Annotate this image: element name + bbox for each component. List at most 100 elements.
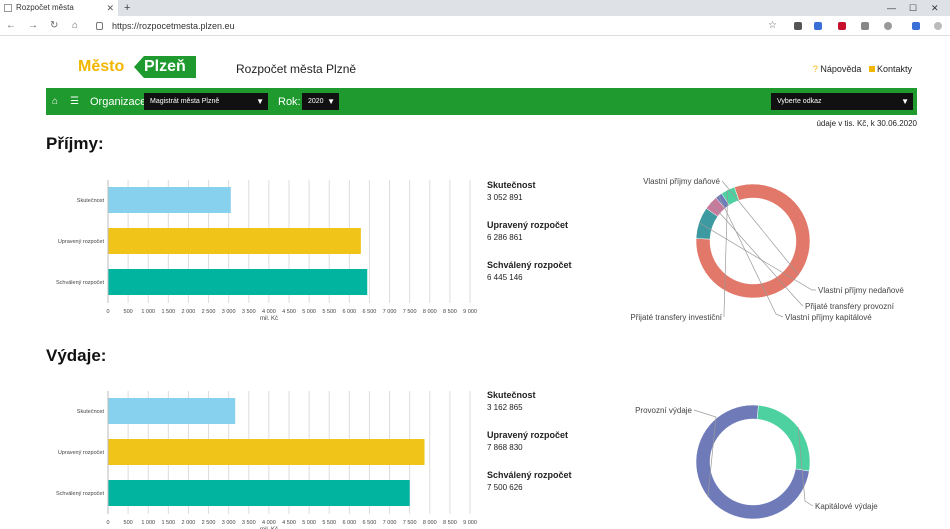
x-tick-label: 4 500 xyxy=(282,309,296,315)
x-tick-label: 4 000 xyxy=(262,520,276,526)
x-tick-label: 5 500 xyxy=(322,309,336,315)
extension-icon[interactable] xyxy=(794,22,802,30)
new-tab-button[interactable]: + xyxy=(124,2,131,14)
minimize-icon[interactable]: — xyxy=(887,3,896,13)
extension-icon[interactable] xyxy=(884,22,892,30)
income-donut-chart: Vlastní příjmy daňové Vlastní příjmy neda… xyxy=(630,177,904,322)
y-category-label: Upravený rozpočet xyxy=(58,450,105,456)
url-input[interactable]: https://rozpocetmesta.plzen.eu xyxy=(92,19,782,33)
logo-text-plzen: Plzeň xyxy=(134,56,196,78)
browser-tabbar: Rozpočet města ✕ + — ☐ ✕ xyxy=(0,0,950,16)
units-note: údaje v tis. Kč, k 30.06.2020 xyxy=(816,119,917,128)
donut-leader-line xyxy=(693,409,717,497)
y-category-label: Upravený rozpočet xyxy=(58,239,105,245)
x-tick-label: 2 000 xyxy=(182,520,196,526)
donut-slice xyxy=(721,186,740,206)
favicon-icon xyxy=(4,4,12,12)
x-tick-label: 9 000 xyxy=(463,520,477,526)
filter-toolbar: ⌂ ☰ Organizace: Magistrát města Plzně ▼ … xyxy=(46,88,917,115)
help-link[interactable]: Nápověda xyxy=(820,64,862,74)
legend-value: 6 445 146 xyxy=(487,273,523,282)
year-label: Rok: xyxy=(278,96,301,108)
help-icon: ? xyxy=(812,64,818,74)
legend-value: 3 162 865 xyxy=(487,403,523,412)
y-category-label: Schválený rozpočet xyxy=(56,280,104,286)
home-icon[interactable]: ⌂ xyxy=(72,20,79,31)
x-tick-label: 8 500 xyxy=(443,520,457,526)
profile-avatar[interactable] xyxy=(934,22,942,30)
logo-text-mesto: Město xyxy=(78,58,125,75)
x-tick-label: 8 000 xyxy=(423,309,437,315)
x-tick-label: 5 000 xyxy=(302,520,316,526)
extension-icon[interactable] xyxy=(838,22,846,30)
legend-item: Schválený rozpočet 7 500 626 xyxy=(487,470,572,492)
x-tick-label: 3 000 xyxy=(222,309,236,315)
list-icon[interactable]: ☰ xyxy=(70,96,79,107)
income-bar-chart: 0 500 1 000 1 500 2 000 2 500 3 000 3 500 4 000 4… xyxy=(56,180,477,322)
x-tick-label: 9 000 xyxy=(463,309,477,315)
bar xyxy=(108,398,236,424)
tab-title: Rozpočet města xyxy=(16,3,74,12)
legend-value: 7 500 626 xyxy=(487,483,523,492)
legend-item: Skutečnost 3 162 865 xyxy=(487,390,572,412)
x-tick-label: 6 500 xyxy=(363,520,377,526)
extension-icon[interactable] xyxy=(861,22,869,30)
expense-bar-chart: 0 500 1 000 1 500 2 000 2 500 3 000 3 500 4 000 4… xyxy=(56,391,477,529)
organization-label: Organizace: xyxy=(90,96,150,108)
x-tick-label: 7 500 xyxy=(403,309,417,315)
y-category-label: Skutečnost xyxy=(77,198,105,204)
legend-label: Skutečnost xyxy=(487,390,536,400)
contacts-link[interactable]: Kontakty xyxy=(876,64,912,74)
income-title: Příjmy: xyxy=(46,134,104,153)
x-tick-label: 1 500 xyxy=(161,520,175,526)
page-title: Rozpočet města Plzně xyxy=(236,62,357,76)
legend-value: 7 868 830 xyxy=(487,443,523,452)
donut-slice xyxy=(756,404,811,472)
link-select[interactable]: Vyberte odkaz ▼ xyxy=(771,93,913,110)
expense-legend: Skutečnost 3 162 865 Upravený rozpočet 7 8… xyxy=(487,390,572,492)
maximize-icon[interactable]: ☐ xyxy=(909,3,918,13)
legend-label: Schválený rozpočet xyxy=(487,470,572,480)
back-icon[interactable]: ← xyxy=(6,20,16,31)
chevron-down-icon: ▼ xyxy=(256,97,264,106)
home-icon[interactable]: ⌂ xyxy=(52,96,59,107)
legend-item: Schválený rozpočet 6 445 146 xyxy=(487,260,572,282)
x-axis-label: mil. Kč xyxy=(260,316,278,322)
x-tick-label: 3 500 xyxy=(242,520,256,526)
x-tick-label: 7 500 xyxy=(403,520,417,526)
url-text: https://rozpocetmesta.plzen.eu xyxy=(112,21,235,31)
reload-icon[interactable]: ↻ xyxy=(50,20,59,31)
legend-label: Upravený rozpočet xyxy=(487,430,569,440)
donut-label: Vlastní příjmy nedaňové xyxy=(818,286,904,295)
x-tick-label: 500 xyxy=(124,309,133,315)
x-tick-label: 2 000 xyxy=(182,309,196,315)
bar xyxy=(108,187,231,213)
chevron-down-icon: ▼ xyxy=(901,97,909,106)
forward-icon[interactable]: → xyxy=(28,20,38,31)
legend-item: Upravený rozpočet 7 868 830 xyxy=(487,430,572,452)
organization-select[interactable]: Magistrát města Plzně ▼ xyxy=(144,93,268,110)
legend-label: Upravený rozpočet xyxy=(487,220,569,230)
donut-leader-line xyxy=(698,222,816,291)
legend-value: 3 052 891 xyxy=(487,193,523,202)
y-category-label: Skutečnost xyxy=(77,409,105,415)
x-tick-label: 2 500 xyxy=(202,520,216,526)
year-select-value: 2020 xyxy=(308,98,324,105)
x-tick-label: 5 000 xyxy=(302,309,316,315)
donut-label: Provozní výdaje xyxy=(635,406,692,415)
browser-tab[interactable]: Rozpočet města ✕ xyxy=(0,0,118,16)
x-tick-label: 6 500 xyxy=(363,309,377,315)
x-tick-label: 2 500 xyxy=(202,309,216,315)
close-tab-icon[interactable]: ✕ xyxy=(106,3,114,13)
top-links: ? Nápověda Kontakty xyxy=(813,64,912,74)
close-window-icon[interactable]: ✕ xyxy=(931,3,939,13)
chevron-down-icon: ▼ xyxy=(327,97,335,106)
x-axis-label: mil. Kč xyxy=(260,527,278,529)
year-select[interactable]: 2020 ▼ xyxy=(302,93,339,110)
x-tick-label: 7 000 xyxy=(383,520,397,526)
favorite-star-icon[interactable]: ☆ xyxy=(768,20,777,31)
x-tick-label: 8 000 xyxy=(423,520,437,526)
extension-icon[interactable] xyxy=(814,22,822,30)
donut-label: Přijaté transfery provozní xyxy=(805,302,895,311)
favorites-icon[interactable] xyxy=(912,22,920,30)
